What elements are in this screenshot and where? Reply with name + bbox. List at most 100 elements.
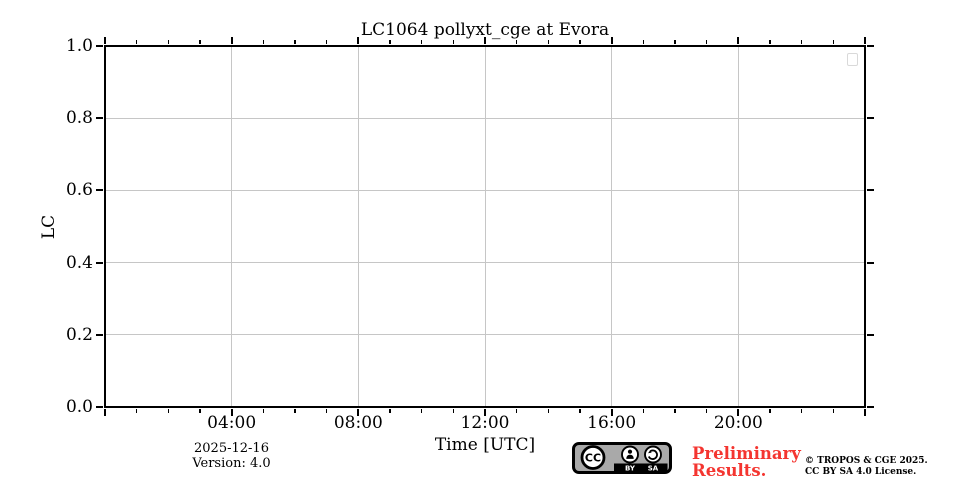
x-tick-label: 08:00 xyxy=(333,413,383,433)
y-gridline xyxy=(105,117,865,119)
x-minor-tick xyxy=(832,409,834,413)
y-gridline xyxy=(105,189,865,191)
preliminary-line1: Preliminary xyxy=(692,444,801,463)
x-minor-tick-top xyxy=(199,40,201,44)
x-minor-tick-top xyxy=(769,40,771,44)
date-version-block: 2025-12-16 Version: 4.0 xyxy=(161,441,302,471)
x-axis-label: Time [UTC] xyxy=(434,435,536,455)
y-major-tick-right xyxy=(867,189,874,192)
y-tick-label: 0.6 xyxy=(65,180,93,201)
x-minor-tick-top xyxy=(421,40,423,44)
x-minor-tick-top xyxy=(547,40,549,44)
x-gridline xyxy=(231,46,233,407)
y-tick-label: 1.0 xyxy=(65,36,93,56)
chart-title: LC1064 pollyxt_cge at Evora xyxy=(360,20,610,40)
date-text: 2025-12-16 xyxy=(194,441,269,456)
x-major-tick-top xyxy=(357,37,360,44)
x-major-tick xyxy=(610,409,613,416)
x-minor-tick xyxy=(452,409,454,413)
x-gridline xyxy=(357,46,359,407)
x-major-tick-top xyxy=(737,37,740,44)
x-minor-tick-top xyxy=(167,40,169,44)
x-tick-label: 12:00 xyxy=(460,413,510,433)
copyright-text: © TROPOS & CGE 2025. CC BY SA 4.0 Licens… xyxy=(805,456,928,477)
x-minor-tick-top xyxy=(642,40,644,44)
x-gridline xyxy=(484,46,486,407)
y-major-tick xyxy=(96,45,103,47)
x-minor-tick xyxy=(547,409,549,413)
x-minor-tick xyxy=(801,409,803,413)
x-tick-label: 16:00 xyxy=(587,413,637,433)
copyright-line2: CC BY SA 4.0 License. xyxy=(805,466,917,477)
by-person-body xyxy=(626,454,634,459)
y-major-tick-right xyxy=(867,333,874,336)
x-tick-label: 04:00 xyxy=(207,413,257,433)
x-minor-tick xyxy=(199,409,201,413)
y-major-tick xyxy=(96,333,103,336)
plot-area: LC1064 pollyxt_cge at Evora LC Time [UTC… xyxy=(39,21,874,455)
x-minor-tick xyxy=(167,409,169,413)
x-minor-tick xyxy=(674,409,676,413)
x-gridline xyxy=(611,46,613,407)
x-major-tick-top xyxy=(864,37,866,44)
y-major-tick-right xyxy=(867,261,874,264)
y-tick-label: 0.0 xyxy=(65,397,93,417)
y-gridline xyxy=(105,334,865,336)
badge-bottom-strip xyxy=(614,463,668,472)
y-major-tick xyxy=(96,261,103,264)
x-major-tick xyxy=(484,409,486,416)
x-minor-tick xyxy=(579,409,581,413)
x-major-tick xyxy=(737,409,740,416)
y-major-tick-right xyxy=(867,406,874,408)
by-person-icon xyxy=(621,445,639,464)
x-minor-tick xyxy=(136,409,138,413)
sa-arrow-head xyxy=(648,450,652,454)
x-minor-tick-top xyxy=(294,40,296,44)
y-axis-label: LC xyxy=(39,46,59,407)
x-minor-tick-top xyxy=(801,40,803,44)
x-major-tick xyxy=(230,409,233,416)
x-major-tick-top xyxy=(104,37,106,44)
y-gridline xyxy=(105,262,865,264)
y-major-tick-right xyxy=(867,117,874,120)
x-minor-tick xyxy=(769,409,771,413)
sa-arrow-icon xyxy=(644,445,662,464)
x-minor-tick-top xyxy=(326,40,328,44)
x-gridline xyxy=(737,46,739,407)
x-minor-tick-top xyxy=(832,40,834,44)
y-tick-label: 0.2 xyxy=(65,324,93,345)
y-major-tick-right xyxy=(867,45,874,47)
sa-arrow-arc xyxy=(647,449,658,460)
y-tick-label: 0.8 xyxy=(65,108,93,129)
legend-box xyxy=(847,53,858,66)
preliminary-results-text: Preliminary Results. xyxy=(692,445,801,479)
sa-label: SA xyxy=(648,465,659,473)
x-minor-tick xyxy=(326,409,328,413)
copyright-line1: © TROPOS & CGE 2025. xyxy=(805,456,928,466)
x-major-tick-top xyxy=(230,37,233,44)
y-tick-label: 0.4 xyxy=(65,252,93,273)
x-minor-tick-top xyxy=(262,40,264,44)
x-tick-label: 20:00 xyxy=(713,413,763,433)
x-major-tick xyxy=(357,409,360,416)
x-minor-tick-top xyxy=(674,40,676,44)
x-major-tick-top xyxy=(610,37,613,44)
x-major-tick xyxy=(864,409,866,416)
x-minor-tick xyxy=(642,409,644,413)
cc-logo-circle xyxy=(580,445,606,470)
x-minor-tick xyxy=(294,409,296,413)
y-major-tick xyxy=(96,189,103,192)
x-minor-tick xyxy=(262,409,264,413)
x-minor-tick xyxy=(421,409,423,413)
by-label: BY xyxy=(625,465,636,473)
x-minor-tick-top xyxy=(136,40,138,44)
x-minor-tick-top xyxy=(452,40,454,44)
x-major-tick xyxy=(104,409,106,416)
x-minor-tick-top xyxy=(579,40,581,44)
y-major-tick xyxy=(96,117,103,120)
preliminary-line2: Results. xyxy=(692,461,767,480)
x-minor-tick-top xyxy=(516,40,518,44)
x-minor-tick-top xyxy=(389,40,391,44)
x-major-tick-top xyxy=(484,37,486,44)
